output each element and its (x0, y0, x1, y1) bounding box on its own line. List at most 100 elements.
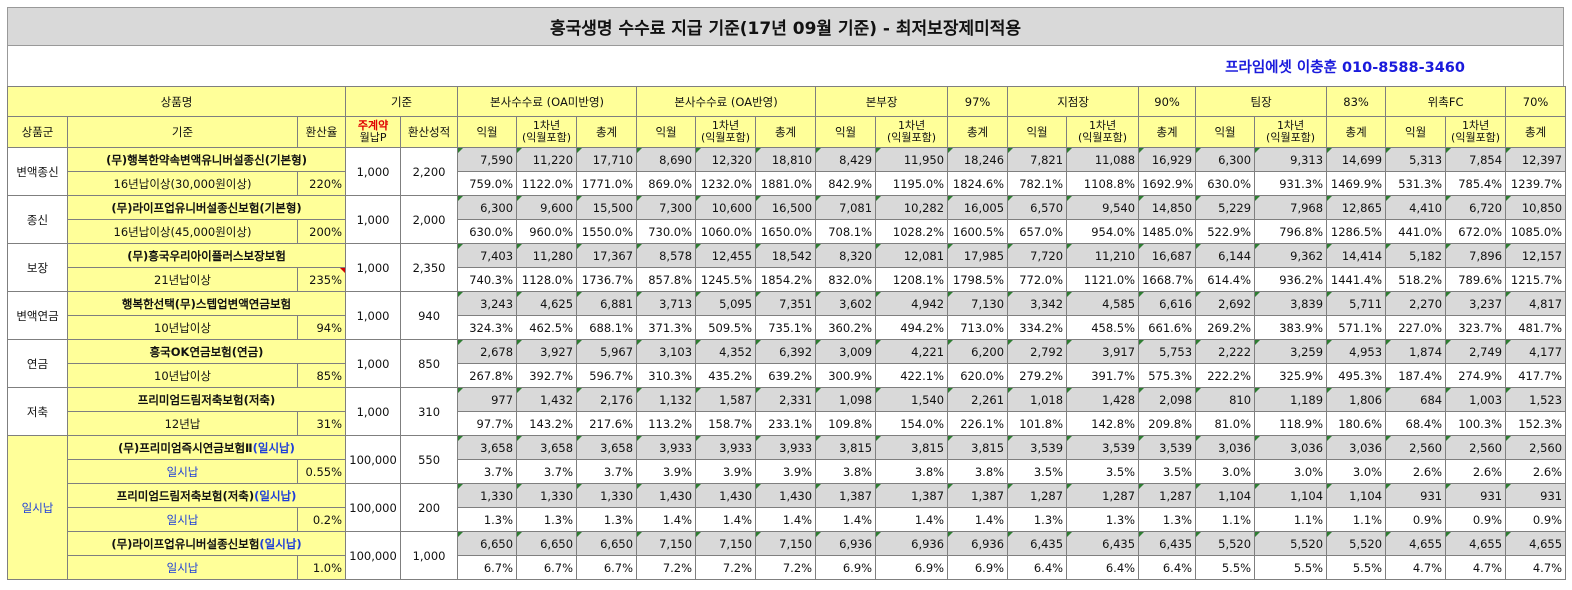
amount-cell: 4,655 (1385, 531, 1447, 556)
amount-cell: 2,176 (576, 387, 638, 412)
percent-cell: 6.7% (576, 555, 638, 580)
percent-cell: 3.9% (695, 459, 757, 484)
percent-cell: 531.3% (1385, 171, 1447, 196)
product-name-text: (무)라이프업유니버설종신보험(기본형) (111, 200, 302, 215)
percent-cell: 735.1% (755, 315, 817, 340)
header-first-year-line2: (익월포함) (701, 131, 751, 144)
category-cell: 종신 (7, 195, 68, 244)
header-first-year: 1차년 (익월포함) (695, 116, 757, 148)
percent-cell: 708.1% (815, 219, 877, 244)
amount-cell: 3,342 (1007, 291, 1068, 316)
percent-cell: 857.8% (636, 267, 697, 292)
amount-cell: 6,570 (1007, 195, 1068, 220)
percent-cell: 222.2% (1195, 363, 1256, 388)
percent-cell: 782.1% (1007, 171, 1068, 196)
product-row: 프리미엄드림저축보험(저축)(일시납) 100,000 200 1,330 1,330 1… (8, 483, 1567, 532)
amount-cell: 7,403 (457, 243, 518, 268)
header-next-month: 익월 (457, 116, 518, 148)
amount-cell: 4,625 (516, 291, 578, 316)
product-name: 행복한선택(무)스텝업변액연금보험 (66, 291, 347, 316)
amount-cell: 1,330 (576, 483, 638, 508)
amount-cell: 6,144 (1195, 243, 1256, 268)
percent-cell: 1085.0% (1505, 219, 1567, 244)
product-term: 일시납 (67, 459, 298, 484)
amount-cell: 6,200 (947, 339, 1009, 364)
amount-cell: 7,896 (1445, 243, 1507, 268)
product-row: 변액연금 행복한선택(무)스텝업변액연금보험 1,000 940 3,243 4,625 6… (7, 291, 1567, 340)
amount-cell: 3,539 (1138, 435, 1197, 460)
percent-cell: 713.0% (947, 315, 1009, 340)
amount-cell: 6,650 (516, 531, 578, 556)
percent-cell: 310.3% (636, 363, 697, 388)
sheet-title-text: 흥국생명 수수료 지급 기준(17년 09월 기준) - 최저보장제미적용 (549, 19, 1022, 39)
amount-cell: 7,130 (947, 291, 1009, 316)
amount-cell: 1,387 (947, 483, 1009, 508)
premium-cell: 1,000 (345, 243, 402, 292)
amount-cell: 7,590 (457, 147, 518, 172)
product-name: (무)흥국우리아이플러스보장보험 (66, 243, 347, 268)
percent-cell: 960.0% (516, 219, 578, 244)
percent-cell: 269.2% (1195, 315, 1256, 340)
amount-cell: 1,387 (875, 483, 949, 508)
header-next-month: 익월 (815, 116, 877, 148)
percent-cell: 481.7% (1505, 315, 1567, 340)
percent-cell: 334.2% (1007, 315, 1068, 340)
amount-cell: 2,792 (1007, 339, 1068, 364)
percent-cell: 300.9% (815, 363, 877, 388)
product-row: 변액종신 (무)행복한약속변액유니버설종신(기본형) 1,000 2,200 7,590… (7, 147, 1567, 196)
amount-cell: 11,088 (1066, 147, 1140, 172)
amount-cell: 11,950 (875, 147, 949, 172)
amount-cell: 5,095 (695, 291, 757, 316)
amount-cell: 6,881 (576, 291, 638, 316)
amount-cell: 16,005 (947, 195, 1009, 220)
amount-cell: 3,243 (457, 291, 518, 316)
product-pct-row: 16년납이상(45,000원이상) 200% 630.0% 960.0% 1550.0%… (8, 219, 1567, 244)
percent-cell: 392.7% (516, 363, 578, 388)
percent-cell: 759.0% (457, 171, 518, 196)
amount-cell: 7,300 (636, 195, 697, 220)
percent-cell: 68.4% (1385, 411, 1447, 436)
header-premium-line2: 월납P (359, 131, 387, 144)
amount-cell: 1,330 (516, 483, 578, 508)
category-cell: 저축 (7, 387, 68, 436)
amount-cell: 6,392 (755, 339, 817, 364)
product-term: 21년납이상 (67, 267, 298, 292)
percent-cell: 596.7% (576, 363, 638, 388)
amount-cell: 2,270 (1385, 291, 1447, 316)
percent-cell: 1600.5% (947, 219, 1009, 244)
percent-cell: 325.9% (1254, 363, 1328, 388)
premium-cell: 1,000 (345, 147, 402, 196)
amount-cell: 5,182 (1385, 243, 1447, 268)
header-score: 환산성적 (400, 116, 459, 148)
conversion-rate: 85% (296, 363, 347, 388)
percent-cell: 1121.0% (1066, 267, 1140, 292)
product-row: (무)라이프업유니버설종신보험(일시납) 100,000 1,000 6,650 6,6… (8, 531, 1567, 580)
percent-cell: 4.7% (1445, 555, 1507, 580)
amount-cell: 1,104 (1254, 483, 1328, 508)
percent-cell: 936.2% (1254, 267, 1328, 292)
amount-cell: 1,428 (1066, 387, 1140, 412)
amount-cell: 6,300 (457, 195, 518, 220)
percent-cell: 614.4% (1195, 267, 1256, 292)
amount-cell: 8,320 (815, 243, 877, 268)
percent-cell: 661.6% (1138, 315, 1197, 340)
product-term: 10년납이상 (67, 363, 298, 388)
header-group-division-head: 본부장 (815, 86, 949, 117)
conversion-rate: 31% (296, 411, 347, 436)
amount-cell: 7,821 (1007, 147, 1068, 172)
percent-cell: 3.8% (947, 459, 1009, 484)
percent-cell: 3.8% (875, 459, 949, 484)
product-name-text: (무)프리미엄즉시연금보험Ⅱ (118, 440, 253, 455)
amount-cell: 3,539 (1066, 435, 1140, 460)
product-pct-row: 10년납이상 85% 267.8% 392.7% 596.7% 310.3% 435.2% 6… (8, 363, 1567, 388)
amount-cell: 6,936 (947, 531, 1009, 556)
header-group-branch-head: 지점장 (1007, 86, 1140, 117)
category-cell: 연금 (7, 339, 68, 388)
amount-cell: 1,132 (636, 387, 697, 412)
percent-cell: 657.0% (1007, 219, 1068, 244)
percent-cell: 7.2% (636, 555, 697, 580)
amount-cell: 3,259 (1254, 339, 1328, 364)
percent-cell: 6.9% (815, 555, 877, 580)
percent-cell: 209.8% (1138, 411, 1197, 436)
amount-cell: 14,699 (1326, 147, 1387, 172)
